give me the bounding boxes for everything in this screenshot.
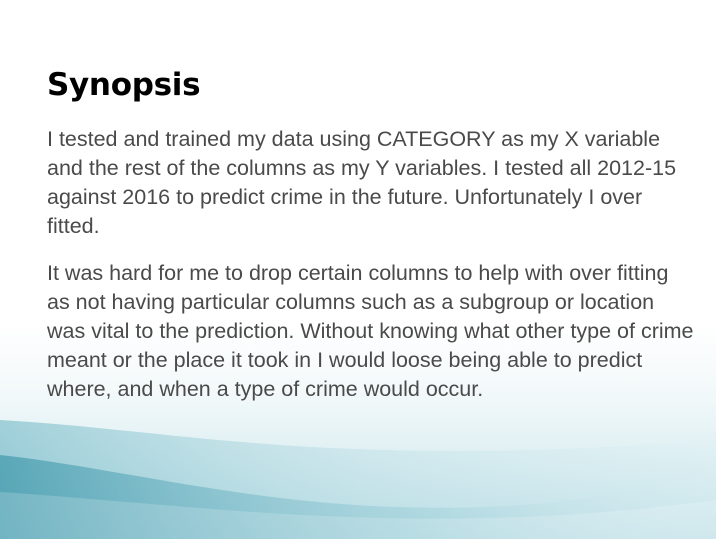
paragraph-1: I tested and trained my data using CATEG… [47,127,677,238]
wave-band-dark [0,455,716,539]
slide-title: Synopsis [47,67,201,103]
slide-body: I tested and trained my data using CATEG… [47,125,697,404]
paragraph-2: It was hard for me to drop certain colum… [47,261,694,401]
wave-band-highlight [0,492,716,539]
